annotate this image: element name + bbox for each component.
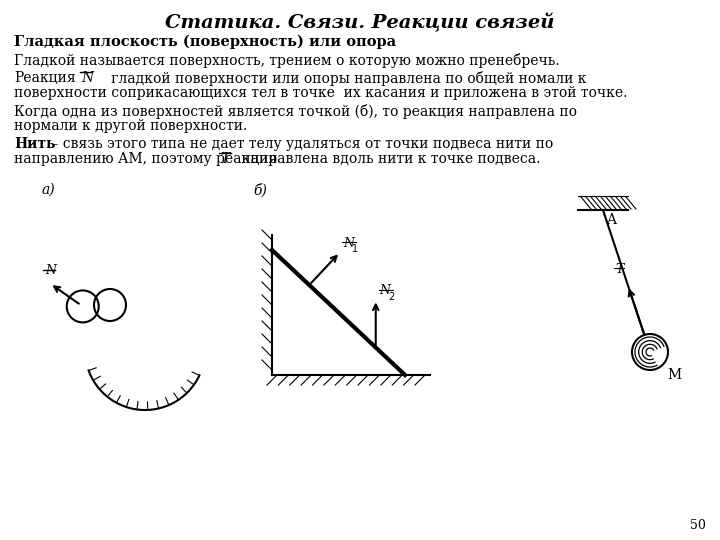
Text: поверхности соприкасающихся тел в точке  их касания и приложена в этой точке.: поверхности соприкасающихся тел в точке …	[14, 86, 627, 100]
Text: 50: 50	[690, 519, 706, 532]
Text: N: N	[81, 71, 93, 85]
Text: Статика. Связи. Реакции связей: Статика. Связи. Реакции связей	[166, 13, 554, 32]
Text: гладкой поверхности или опоры направлена по общей номали к: гладкой поверхности или опоры направлена…	[98, 71, 587, 86]
Text: Когда одна из поверхностей является точкой (б), то реакция направлена по: Когда одна из поверхностей является точк…	[14, 104, 577, 119]
Text: T: T	[615, 263, 624, 276]
Text: – связь этого типа не дает телу удаляться от точки подвеса нити по: – связь этого типа не дает телу удалятьс…	[47, 137, 553, 151]
Text: Нить: Нить	[14, 137, 55, 151]
Text: Гладкой называется поверхность, трением о которую можно пренебречь.: Гладкой называется поверхность, трением …	[14, 53, 559, 68]
Text: направлена вдоль нити к точке подвеса.: направлена вдоль нити к точке подвеса.	[237, 152, 541, 166]
Text: M: M	[667, 368, 681, 382]
Text: T: T	[220, 152, 229, 166]
Text: а): а)	[42, 183, 55, 197]
Text: направлению АМ, поэтому реакция: направлению АМ, поэтому реакция	[14, 152, 277, 166]
Text: Реакция: Реакция	[14, 71, 76, 85]
Text: нормали к другой поверхности.: нормали к другой поверхности.	[14, 119, 247, 133]
Text: Гладкая плоскость (поверхность) или опора: Гладкая плоскость (поверхность) или опор…	[14, 35, 396, 49]
Text: N: N	[45, 264, 56, 277]
Text: N: N	[379, 285, 391, 298]
Text: б): б)	[253, 183, 267, 197]
Text: N: N	[343, 237, 354, 250]
Text: A: A	[606, 213, 616, 227]
Text: 1: 1	[352, 244, 358, 254]
Text: 2: 2	[389, 292, 395, 301]
